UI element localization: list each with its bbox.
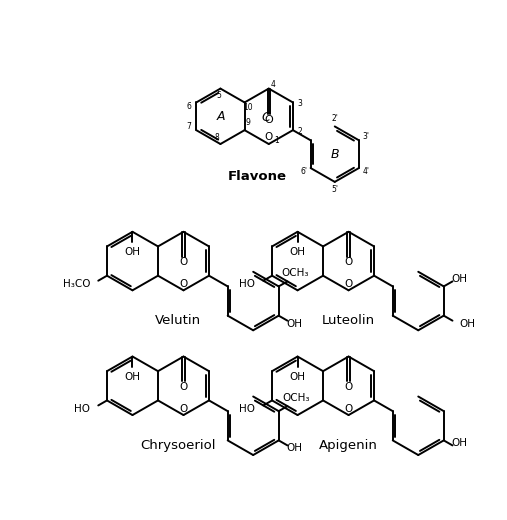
Text: O: O <box>264 115 273 125</box>
Text: OH: OH <box>287 444 303 453</box>
Text: O: O <box>179 279 188 289</box>
Text: 4: 4 <box>271 80 276 89</box>
Text: O: O <box>179 404 188 414</box>
Text: A: A <box>216 110 225 123</box>
Text: 2: 2 <box>298 127 302 136</box>
Text: O: O <box>344 257 353 267</box>
Text: O: O <box>344 404 353 414</box>
Text: OCH₃: OCH₃ <box>282 393 310 402</box>
Text: H₃CO: H₃CO <box>63 279 90 289</box>
Text: 8: 8 <box>215 133 220 141</box>
Text: O: O <box>179 257 188 267</box>
Text: HO: HO <box>239 279 256 289</box>
Text: OCH₃: OCH₃ <box>282 268 309 278</box>
Text: HO: HO <box>74 404 90 414</box>
Text: Flavone: Flavone <box>228 170 286 183</box>
Text: OH: OH <box>460 319 476 329</box>
Text: 4': 4' <box>362 167 369 176</box>
Text: 5': 5' <box>331 185 338 194</box>
Text: 3': 3' <box>362 132 369 141</box>
Text: O: O <box>344 382 353 392</box>
Text: OH: OH <box>289 247 306 257</box>
Text: 5: 5 <box>216 91 222 100</box>
Text: OH: OH <box>125 372 140 382</box>
Text: 6: 6 <box>186 102 191 111</box>
Text: HO: HO <box>239 404 256 414</box>
Text: O: O <box>344 279 353 289</box>
Text: C: C <box>261 111 270 124</box>
Text: OH: OH <box>287 319 303 329</box>
Text: 7: 7 <box>186 122 191 131</box>
Text: OH: OH <box>289 372 306 382</box>
Text: OH: OH <box>451 274 467 284</box>
Text: Luteolin: Luteolin <box>322 314 375 327</box>
Text: O: O <box>179 382 188 392</box>
Text: Chrysoeriol: Chrysoeriol <box>140 438 216 451</box>
Text: O: O <box>265 132 273 142</box>
Text: Velutin: Velutin <box>155 314 201 327</box>
Text: OH: OH <box>452 438 468 448</box>
Text: 10: 10 <box>243 102 252 112</box>
Text: 1: 1 <box>274 136 279 145</box>
Text: 2': 2' <box>332 114 338 123</box>
Text: 6': 6' <box>300 167 307 176</box>
Text: OH: OH <box>125 247 140 257</box>
Text: Apigenin: Apigenin <box>319 438 378 451</box>
Text: 9: 9 <box>245 118 250 127</box>
Text: B: B <box>331 148 339 161</box>
Text: 3: 3 <box>298 99 302 109</box>
